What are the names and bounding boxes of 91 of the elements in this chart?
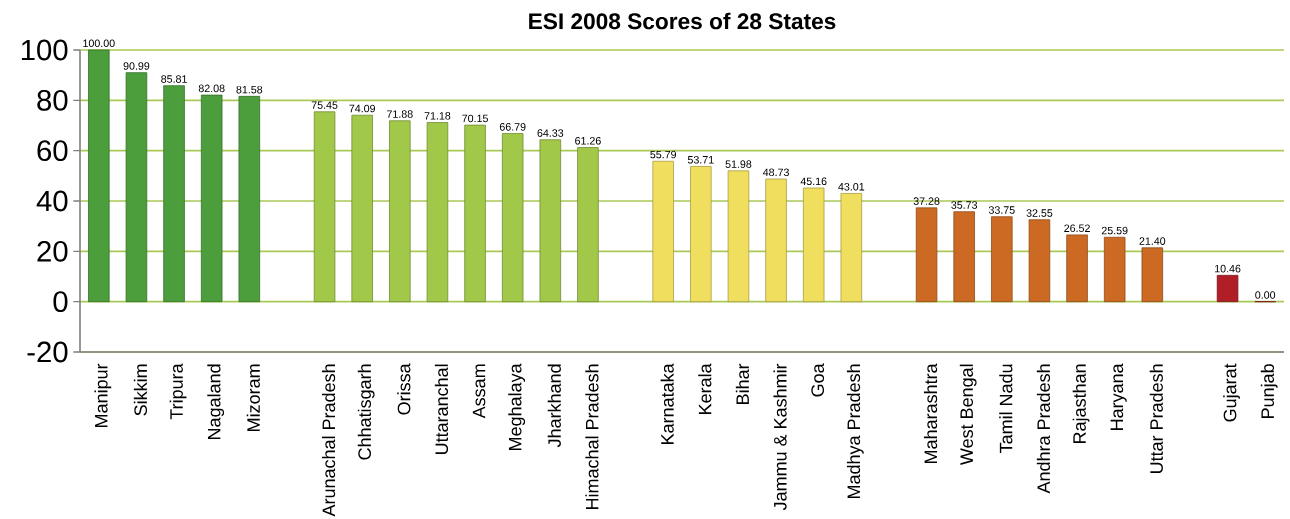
chart-title: ESI 2008 Scores of 28 States xyxy=(529,12,836,30)
bar xyxy=(200,94,223,303)
bar xyxy=(163,85,185,303)
x-tick-label: Jharkhand xyxy=(547,364,561,448)
x-tick-label: Assam xyxy=(472,364,486,419)
bar xyxy=(1103,236,1126,303)
x-tick-label: Tripura xyxy=(169,363,187,420)
data-label: 64.33 xyxy=(537,129,564,137)
data-label: 85.81 xyxy=(161,75,187,83)
x-tick-label: Chhatisgarh xyxy=(357,364,375,460)
x-tick-label: Himachal Pradesh xyxy=(585,364,599,509)
data-label: 43.01 xyxy=(838,182,865,191)
x-tick-label: Madhya Pradesh xyxy=(846,364,864,498)
bar xyxy=(991,216,1013,303)
x-tick-label: Kerala xyxy=(698,363,712,414)
bar xyxy=(501,133,524,303)
data-label: 48.73 xyxy=(762,168,789,177)
data-label: 10.46 xyxy=(1215,264,1241,273)
bar xyxy=(464,124,486,303)
x-tick-label: Andhra Pradesh xyxy=(1036,364,1051,494)
data-label: 45.16 xyxy=(800,177,827,186)
data-label: 51.98 xyxy=(725,160,752,168)
x-tick-label: Maharashtra xyxy=(923,363,938,463)
x-tick-label: Tamil Nadu xyxy=(999,364,1013,454)
y-tick-label: 60 xyxy=(37,140,68,162)
x-tick-label: Jammu & Kashmir xyxy=(773,363,787,511)
bar xyxy=(351,114,373,303)
bar xyxy=(802,187,825,303)
data-label: 71.88 xyxy=(387,110,413,118)
bar xyxy=(690,166,712,303)
x-tick-label: Haryana xyxy=(1110,363,1127,430)
x-tick-label: Uttaranchal xyxy=(434,364,449,455)
x-tick-label: Nagaland xyxy=(207,364,225,439)
x-tick-label: Bihar xyxy=(735,363,750,404)
bar xyxy=(1216,274,1239,303)
x-tick-label: Orissa xyxy=(397,363,411,415)
bar xyxy=(840,193,863,303)
data-label: 81.58 xyxy=(236,85,263,94)
bar xyxy=(765,178,787,303)
data-label: 82.08 xyxy=(198,84,225,93)
x-tick-label: Manipur xyxy=(94,363,112,427)
data-label: 32.55 xyxy=(1026,209,1053,217)
data-label: 61.26 xyxy=(575,137,601,145)
x-tick-label: Sikkim xyxy=(133,364,148,416)
bar xyxy=(727,170,750,303)
x-tick-label: Goa xyxy=(811,363,825,397)
data-label: 90.99 xyxy=(123,62,150,70)
y-tick-label: -20 xyxy=(27,341,68,363)
x-tick-label: Punjab xyxy=(1260,364,1278,418)
bar xyxy=(915,207,938,303)
data-label: 26.52 xyxy=(1064,224,1090,232)
data-label: 55.79 xyxy=(650,150,677,159)
bar xyxy=(389,120,411,303)
bar xyxy=(577,147,599,303)
bar xyxy=(426,122,449,303)
x-tick-label: Rajasthan xyxy=(1072,364,1090,443)
data-label: 35.73 xyxy=(951,201,978,209)
y-tick-label: 0 xyxy=(53,291,68,313)
x-tick-label: Karnataka xyxy=(660,363,674,444)
x-tick-label: Meghalaya xyxy=(508,363,526,450)
bar xyxy=(1066,234,1088,303)
x-tick-label: Gujarat xyxy=(1223,363,1240,422)
data-label: 37.28 xyxy=(913,197,940,205)
bar xyxy=(539,139,562,303)
y-tick-label: 80 xyxy=(37,89,68,111)
bar xyxy=(125,72,148,303)
data-label: 53.71 xyxy=(687,156,714,164)
bar xyxy=(88,49,110,303)
data-label: 0.00 xyxy=(1255,291,1276,299)
x-tick-label: Uttar Pradesh xyxy=(1149,364,1163,474)
data-label: 74.09 xyxy=(349,104,376,113)
y-tick-label: 40 xyxy=(36,190,68,212)
data-label: 66.79 xyxy=(499,123,526,131)
data-label: 25.59 xyxy=(1101,226,1128,235)
bar xyxy=(1141,247,1164,303)
y-tick-label: 20 xyxy=(37,240,68,262)
x-tick-label: Arunachal Pradesh xyxy=(321,364,336,517)
bar xyxy=(1028,219,1051,303)
x-tick-label: Mizoram xyxy=(246,364,260,431)
x-tick-label: West Bengal xyxy=(959,364,977,466)
data-label: 75.45 xyxy=(311,101,338,109)
data-label: 33.75 xyxy=(988,206,1015,214)
data-label: 100.00 xyxy=(83,39,115,48)
bar xyxy=(238,95,261,303)
bar xyxy=(652,160,674,303)
bar xyxy=(953,211,975,303)
bar xyxy=(313,111,336,303)
y-tick-label: 100 xyxy=(21,39,68,61)
data-label: 21.40 xyxy=(1139,237,1166,245)
data-label: 71.18 xyxy=(424,112,451,120)
data-label: 70.15 xyxy=(462,114,488,123)
